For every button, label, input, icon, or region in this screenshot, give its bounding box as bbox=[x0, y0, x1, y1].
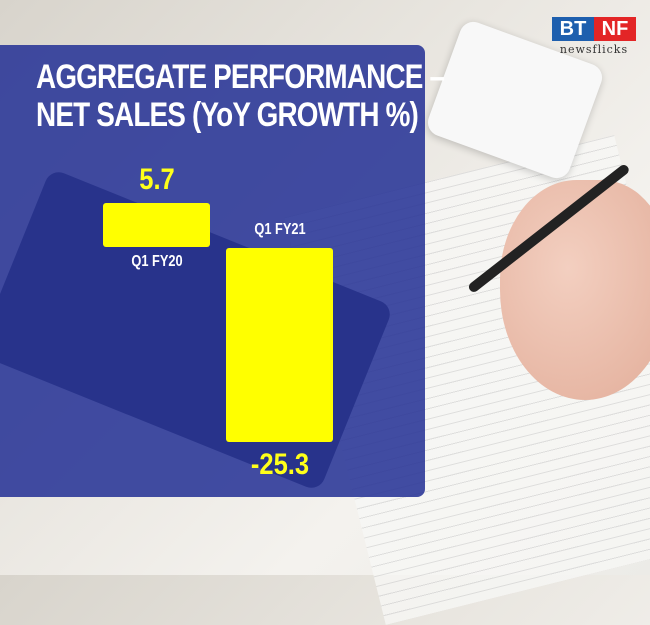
brand-logo: BT NF newsflicks bbox=[552, 17, 636, 56]
logo-right: NF bbox=[594, 17, 636, 41]
value-label: 5.7 bbox=[138, 163, 175, 197]
logo-left: BT bbox=[552, 17, 594, 41]
bar-q1-fy21 bbox=[226, 248, 333, 442]
category-label: Q1 FY20 bbox=[130, 253, 183, 270]
title-line-1: AGGREGATE PERFORMANCE – bbox=[36, 58, 445, 96]
category-label: Q1 FY21 bbox=[253, 221, 306, 238]
chart-panel bbox=[0, 45, 425, 497]
title-line-2: NET SALES (YoY GROWTH %) bbox=[36, 96, 419, 134]
logo-sub: newsflicks bbox=[559, 43, 629, 56]
value-label: -25.3 bbox=[250, 447, 309, 481]
chart-title: AGGREGATE PERFORMANCE – NET SALES (YoY G… bbox=[36, 58, 445, 134]
bar-q1-fy20 bbox=[103, 203, 210, 247]
background-hand bbox=[500, 180, 650, 400]
